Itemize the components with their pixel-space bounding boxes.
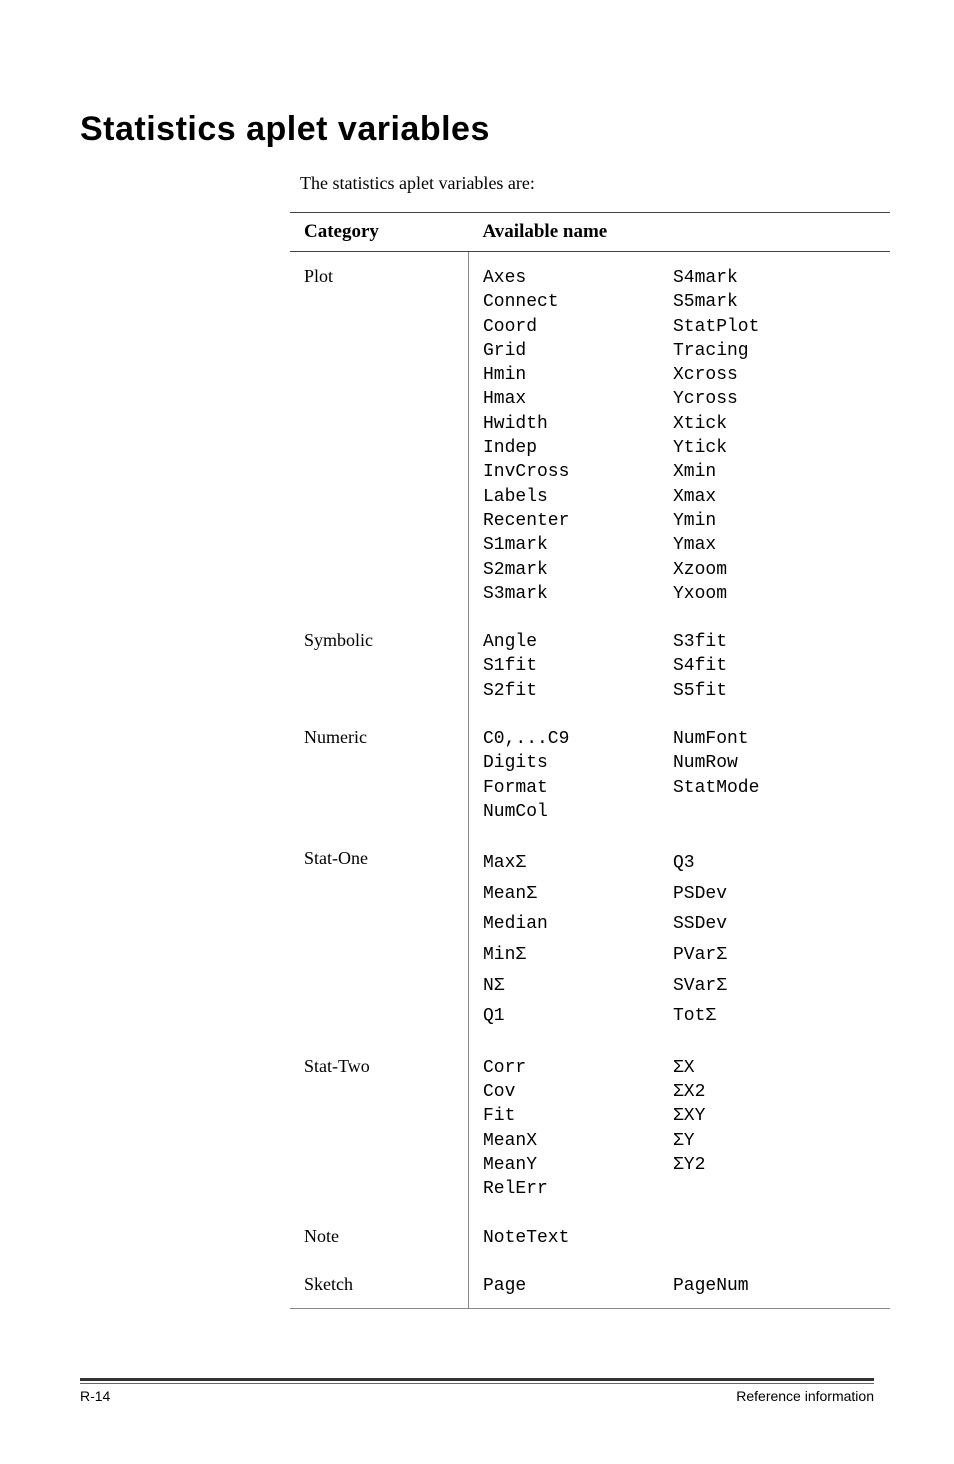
available-names-cell: MaxΣ MeanΣ Median MinΣ NΣ Q1Q3 PSDev SSD… (469, 834, 891, 1042)
variables-table-wrap: Category Available name PlotAxes Connect… (290, 212, 890, 1309)
names-col-a: Page (483, 1274, 673, 1298)
footer-rule (80, 1378, 874, 1384)
table-row: NumericC0,...C9 Digits Format NumColNumF… (290, 713, 890, 834)
category-cell: Plot (290, 252, 469, 617)
names-col-a: Angle S1fit S2fit (483, 630, 673, 703)
available-names-cell: NoteText (469, 1212, 891, 1260)
category-cell: Sketch (290, 1260, 469, 1309)
table-row: Stat-OneMaxΣ MeanΣ Median MinΣ NΣ Q1Q3 P… (290, 834, 890, 1042)
available-names-cell: PagePageNum (469, 1260, 891, 1309)
names-col-b: ΣX ΣX2 ΣXY ΣY ΣY2 (673, 1056, 876, 1202)
footer-section-title: Reference information (736, 1388, 874, 1404)
category-cell: Symbolic (290, 616, 469, 713)
names-col-a: Axes Connect Coord Grid Hmin Hmax Hwidth… (483, 266, 673, 606)
table-row: SketchPagePageNum (290, 1260, 890, 1309)
names-col-a: NoteText (483, 1226, 673, 1250)
names-col-b: NumFont NumRow StatMode (673, 727, 876, 824)
names-col-b: Q3 PSDev SSDev PVarΣ SVarΣ TotΣ (673, 848, 876, 1032)
names-col-b: S4mark S5mark StatPlot Tracing Xcross Yc… (673, 266, 876, 606)
names-col-a: MaxΣ MeanΣ Median MinΣ NΣ Q1 (483, 848, 673, 1032)
page-footer: R-14 Reference information (80, 1378, 874, 1404)
page: Statistics aplet variables The statistic… (0, 0, 954, 1464)
available-names-cell: Axes Connect Coord Grid Hmin Hmax Hwidth… (469, 252, 891, 617)
table-row: PlotAxes Connect Coord Grid Hmin Hmax Hw… (290, 252, 890, 617)
names-col-b (673, 1226, 876, 1250)
table-row: Note NoteText (290, 1212, 890, 1260)
category-cell: Note (290, 1212, 469, 1260)
variables-table: Category Available name PlotAxes Connect… (290, 212, 890, 1309)
category-cell: Stat-One (290, 834, 469, 1042)
category-cell: Stat-Two (290, 1042, 469, 1212)
names-col-a: C0,...C9 Digits Format NumCol (483, 727, 673, 824)
names-col-b: PageNum (673, 1274, 876, 1298)
header-available: Available name (469, 213, 891, 252)
names-col-a: Corr Cov Fit MeanX MeanY RelErr (483, 1056, 673, 1202)
page-title: Statistics aplet variables (80, 110, 874, 149)
footer-row: R-14 Reference information (80, 1388, 874, 1404)
available-names-cell: Corr Cov Fit MeanX MeanY RelErrΣX ΣX2 ΣX… (469, 1042, 891, 1212)
names-col-b: S3fit S4fit S5fit (673, 630, 876, 703)
intro-text: The statistics aplet variables are: (300, 173, 874, 194)
table-header-row: Category Available name (290, 213, 890, 252)
header-category: Category (290, 213, 469, 252)
category-cell: Numeric (290, 713, 469, 834)
table-row: SymbolicAngle S1fit S2fitS3fit S4fit S5f… (290, 616, 890, 713)
available-names-cell: Angle S1fit S2fitS3fit S4fit S5fit (469, 616, 891, 713)
footer-page-number: R-14 (80, 1388, 110, 1404)
table-row: Stat-TwoCorr Cov Fit MeanX MeanY RelErrΣ… (290, 1042, 890, 1212)
available-names-cell: C0,...C9 Digits Format NumColNumFont Num… (469, 713, 891, 834)
